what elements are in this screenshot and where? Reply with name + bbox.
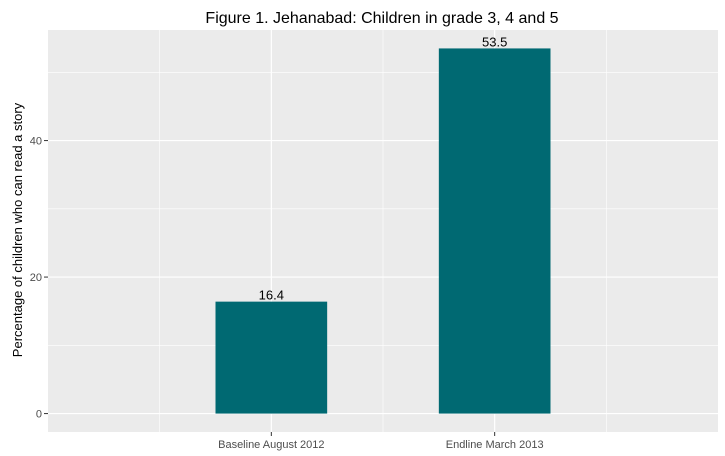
bar xyxy=(438,48,551,414)
data-labels: 16.4 53.5 xyxy=(259,34,508,302)
y-tick-label: 0 xyxy=(36,409,42,421)
y-tick-label: 20 xyxy=(30,272,42,284)
y-tick-label: 40 xyxy=(30,136,42,148)
bars xyxy=(215,48,551,414)
chart-title: Figure 1. Jehanabad: Children in grade 3… xyxy=(205,10,558,27)
y-axis-label: Percentage of children who can read a st… xyxy=(10,102,25,357)
gridlines-minor xyxy=(48,30,718,432)
bar xyxy=(215,301,328,414)
x-tick-label: Baseline August 2012 xyxy=(218,439,324,451)
data-label: 16.4 xyxy=(259,288,284,303)
x-tick-label: Endline March 2013 xyxy=(446,439,544,451)
axis-ticks: 0 20 40 Baseline August 2012 Endline March 2… xyxy=(30,136,544,451)
data-label: 53.5 xyxy=(482,34,507,49)
